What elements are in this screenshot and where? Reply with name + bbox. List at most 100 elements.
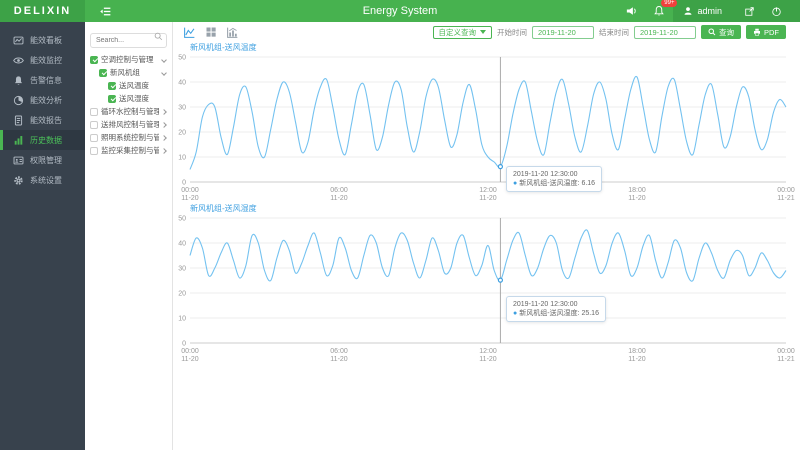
- chevron-right-icon[interactable]: [161, 108, 167, 115]
- svg-text:50: 50: [178, 55, 186, 62]
- tree-node-7[interactable]: 照明系统控制与管理: [85, 131, 172, 144]
- svg-text:10: 10: [178, 316, 186, 323]
- svg-text:06:00: 06:00: [330, 348, 348, 355]
- announce-icon[interactable]: [617, 0, 645, 22]
- chevron-right-icon[interactable]: [161, 134, 167, 141]
- user-menu[interactable]: admin: [683, 6, 736, 16]
- tree-node-label: 照明系统控制与管理: [101, 133, 159, 142]
- checkbox[interactable]: [99, 68, 107, 77]
- tree-node-5[interactable]: 循环水控制与管理: [85, 105, 172, 118]
- sidebar-item-3[interactable]: 告警信息: [0, 70, 85, 90]
- tooltip-value: ● 新风机组-送风湿度: 25.16: [513, 310, 599, 317]
- tree-node-1[interactable]: 空调控制与管理: [85, 53, 172, 66]
- start-date-input[interactable]: [532, 25, 594, 39]
- sidebar-item-2[interactable]: 能效监控: [0, 50, 85, 70]
- chart-1: 新风机组-送风温度 0 10 20 30 40 50 00:00 11-20 06:00 11-20…: [173, 42, 800, 210]
- end-date-input[interactable]: [634, 25, 696, 39]
- sidebar-item-8[interactable]: 系统设置: [0, 170, 85, 190]
- checkbox[interactable]: [90, 120, 98, 129]
- svg-text:30: 30: [178, 105, 186, 112]
- sidebar-item-label: 能效监控: [30, 55, 62, 65]
- tooltip-time: 2019-11-20 12:30:00: [513, 171, 578, 178]
- tree-node-6[interactable]: 送排风控制与管理: [85, 118, 172, 131]
- alarm-bell-icon: [13, 75, 24, 86]
- chevron-right-icon[interactable]: [161, 121, 167, 128]
- tooltip-time: 2019-11-20 12:30:00: [513, 301, 578, 308]
- sidebar-item-1[interactable]: 能效看板: [0, 30, 85, 50]
- dashboard-icon: [13, 35, 24, 46]
- search-icon: [154, 32, 163, 41]
- line-chart-icon[interactable]: [183, 26, 196, 39]
- chevron-down-icon: [480, 30, 486, 34]
- svg-text:12:00: 12:00: [479, 348, 497, 355]
- chevron-down-icon[interactable]: [161, 69, 167, 76]
- svg-text:11-20: 11-20: [330, 195, 347, 202]
- idcard-icon: [13, 155, 24, 166]
- sidebar-item-label: 历史数据: [30, 135, 62, 145]
- sidebar-item-label: 权限管理: [30, 155, 62, 165]
- logo: DELIXIN: [0, 0, 85, 22]
- page-title: Energy System: [362, 5, 438, 17]
- charts-area: 新风机组-送风温度 0 10 20 30 40 50 00:00 11-20 06:00 11-20…: [173, 42, 800, 450]
- new-window-icon[interactable]: [736, 0, 763, 22]
- svg-text:11-21: 11-21: [777, 195, 794, 202]
- sidebar-item-4[interactable]: 能效分析: [0, 90, 85, 110]
- svg-text:00:00: 00:00: [181, 348, 199, 355]
- grid-icon[interactable]: [205, 26, 217, 38]
- power-icon[interactable]: [763, 0, 790, 22]
- mixed-chart-icon[interactable]: [226, 26, 239, 39]
- chart-plot[interactable]: 0102030405000:0011-2006:0011-2012:0011-2…: [173, 215, 800, 371]
- tree-node-3[interactable]: 送风温度: [85, 79, 172, 92]
- pdf-export-button[interactable]: PDF: [746, 25, 786, 39]
- sidebar-item-5[interactable]: 能效报告: [0, 110, 85, 130]
- tree-node-label: 送风湿度: [119, 94, 149, 103]
- svg-text:40: 40: [178, 241, 186, 248]
- checkbox[interactable]: [90, 146, 98, 155]
- svg-text:11-20: 11-20: [479, 195, 496, 202]
- pie-icon: [13, 95, 24, 106]
- tree-node-2[interactable]: 新风机组: [85, 66, 172, 79]
- checkbox[interactable]: [90, 55, 98, 64]
- svg-text:00:00: 00:00: [777, 348, 795, 355]
- svg-text:0: 0: [182, 180, 186, 187]
- search-box: [90, 29, 167, 48]
- checkbox[interactable]: [90, 133, 98, 142]
- sidebar-item-7[interactable]: 权限管理: [0, 150, 85, 170]
- svg-text:11-20: 11-20: [479, 356, 496, 363]
- chart-title: 新风机组-送风温度: [190, 43, 257, 52]
- app-header: DELIXIN Energy System 99+ admin: [0, 0, 800, 22]
- svg-text:11-20: 11-20: [181, 195, 198, 202]
- tree-node-label: 循环水控制与管理: [101, 107, 159, 116]
- query-type-select[interactable]: 自定义查询: [432, 25, 492, 39]
- svg-text:11-20: 11-20: [181, 356, 198, 363]
- series-dot-icon: ●: [513, 180, 518, 187]
- svg-text:11-20: 11-20: [628, 356, 645, 363]
- svg-text:10: 10: [178, 155, 186, 162]
- tree-node-label: 空调控制与管理: [101, 55, 154, 64]
- notifications-bell-icon[interactable]: 99+: [645, 0, 678, 22]
- chart-plot[interactable]: 0102030405000:0011-2006:0011-2012:0011-2…: [173, 54, 800, 210]
- menu-collapse-icon[interactable]: [99, 5, 112, 18]
- svg-text:11-21: 11-21: [777, 356, 794, 363]
- chart-tooltip: 2019-11-20 12:30:00 ● 新风机组-送风湿度: 25.16: [506, 296, 606, 322]
- checkbox[interactable]: [108, 81, 116, 90]
- chevron-right-icon[interactable]: [161, 147, 167, 154]
- search-input[interactable]: [90, 33, 167, 48]
- chevron-down-icon[interactable]: [161, 56, 167, 63]
- device-tree-panel: 空调控制与管理新风机组送风温度送风湿度循环水控制与管理送排风控制与管理照明系统控…: [85, 22, 173, 450]
- tree-node-label: 监控采集控制与管理: [101, 146, 159, 155]
- tree-node-8[interactable]: 监控采集控制与管理: [85, 144, 172, 157]
- tree-node-4[interactable]: 送风湿度: [85, 92, 172, 105]
- sidebar-item-label: 告警信息: [30, 75, 62, 85]
- end-time-label: 结束时间: [599, 27, 629, 37]
- sidebar-item-6[interactable]: 历史数据: [0, 130, 85, 150]
- report-icon: [13, 115, 24, 126]
- checkbox[interactable]: [108, 94, 116, 103]
- svg-text:00:00: 00:00: [777, 187, 795, 194]
- svg-text:11-20: 11-20: [330, 356, 347, 363]
- query-button[interactable]: 查询: [701, 25, 741, 39]
- checkbox[interactable]: [90, 107, 98, 116]
- query-type-value: 自定义查询: [438, 27, 477, 37]
- svg-text:00:00: 00:00: [181, 187, 199, 194]
